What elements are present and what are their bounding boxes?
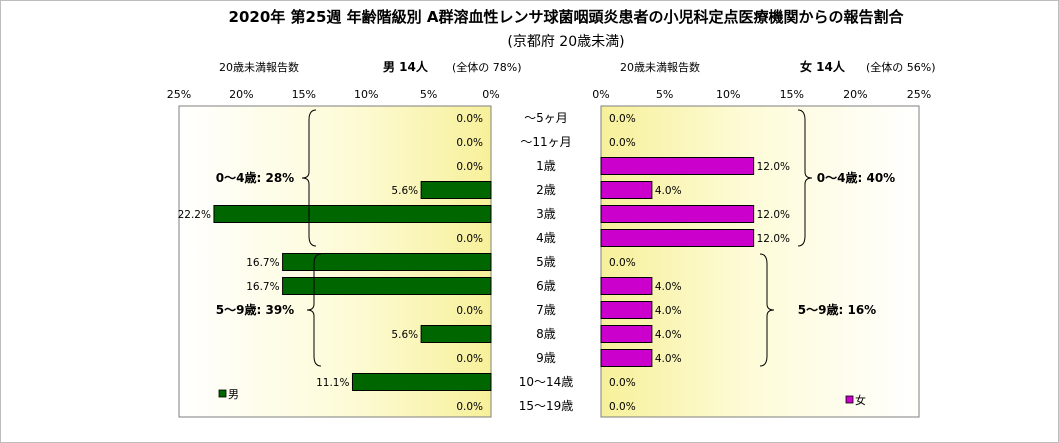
age-group-annotations: 0〜4歳: 28% 5〜9歳: 39% 0〜4歳: 40% 5〜9歳: 16% [216, 109, 895, 367]
female-header-paren: (全体の 56%) [866, 60, 936, 74]
female-bar [600, 277, 653, 295]
male-bars [213, 181, 492, 391]
female-header-main: 女 14人 [800, 59, 846, 74]
female-x-tick-label: 15% [780, 88, 804, 101]
male-data-label: 22.2% [178, 209, 211, 221]
male-bar [420, 325, 492, 343]
category-label: 〜5ヶ月 [524, 111, 568, 125]
female-group-label: 0〜4歳: 40% [817, 170, 895, 185]
male-data-label: 11.1% [316, 377, 349, 389]
female-x-axis: 0% 5% 10% 15% 20% 25% [592, 88, 931, 101]
category-label: 8歳 [536, 327, 556, 341]
female-bar [600, 301, 653, 319]
female-x-tick-label: 25% [907, 88, 931, 101]
category-label: 10〜14歳 [519, 375, 574, 389]
male-header-paren: (全体の 78%) [452, 60, 522, 74]
male-header-main: 男 14人 [383, 59, 429, 74]
male-x-tick-label: 15% [292, 88, 316, 101]
male-bar [420, 181, 492, 199]
chart-title: 2020年 第25週 年齢階級別 A群溶血性レンサ球菌咽頭炎患者の小児科定点医療… [229, 8, 905, 26]
female-bars [600, 157, 755, 367]
male-header-left: 20歳未満報告数 [219, 61, 299, 74]
male-data-label: 16.7% [246, 281, 279, 293]
male-data-label: 0.0% [456, 401, 483, 413]
male-group-label: 0〜4歳: 28% [216, 170, 294, 185]
female-data-label: 4.0% [655, 329, 682, 341]
category-label: 4歳 [536, 231, 556, 245]
male-x-tick-label: 10% [354, 88, 378, 101]
female-group-brace [797, 109, 813, 247]
male-group-brace [301, 109, 317, 247]
female-group-label: 5〜9歳: 16% [798, 302, 876, 317]
male-x-axis: 0% 5% 10% 15% 20% 25% [167, 88, 500, 101]
male-data-label: 5.6% [391, 185, 418, 197]
female-bar [600, 229, 755, 247]
male-bar [282, 277, 492, 295]
female-x-tick-label: 5% [656, 88, 673, 101]
female-data-label: 4.0% [655, 281, 682, 293]
male-legend-swatch [218, 389, 227, 398]
category-label: 15〜19歳 [519, 399, 574, 413]
category-axis: 〜5ヶ月〜11ヶ月 1歳 2歳 3歳 4歳 5歳 6歳 7歳 8歳 9歳 10〜14歳 15〜19歳 [519, 111, 574, 413]
female-data-label: 0.0% [609, 113, 636, 125]
category-label: 6歳 [536, 279, 556, 293]
female-data-label: 12.0% [757, 209, 790, 221]
female-bar [600, 157, 755, 175]
female-data-label: 4.0% [655, 185, 682, 197]
female-header-left: 20歳未満報告数 [620, 61, 700, 74]
male-bar [351, 373, 492, 391]
category-label: 2歳 [536, 183, 556, 197]
category-label: 3歳 [536, 207, 556, 221]
female-data-labels: 0.0% 0.0% 12.0% 4.0% 12.0% 12.0% 0.0% 4.0% 4.0% 4… [609, 113, 790, 413]
category-label: 〜11ヶ月 [520, 135, 571, 149]
male-group-brace [306, 253, 322, 367]
female-x-tick-label: 20% [843, 88, 867, 101]
male-data-label: 0.0% [456, 137, 483, 149]
female-legend-label: 女 [855, 393, 866, 407]
category-label: 9歳 [536, 351, 556, 365]
male-data-label: 16.7% [246, 257, 279, 269]
male-data-label: 5.6% [391, 329, 418, 341]
female-x-tick-label: 10% [716, 88, 740, 101]
female-data-label: 0.0% [609, 377, 636, 389]
male-x-tick-label: 20% [229, 88, 253, 101]
female-plot-area [600, 105, 920, 418]
male-data-label: 0.0% [456, 305, 483, 317]
category-label: 1歳 [536, 159, 556, 173]
female-data-label: 12.0% [757, 233, 790, 245]
male-data-label: 0.0% [456, 353, 483, 365]
male-bar [213, 205, 492, 223]
male-data-label: 0.0% [456, 113, 483, 125]
male-x-tick-label: 25% [167, 88, 191, 101]
female-data-label: 0.0% [609, 137, 636, 149]
male-x-tick-label: 0% [482, 88, 499, 101]
female-data-label: 0.0% [609, 257, 636, 269]
male-data-labels: 0.0% 0.0% 0.0% 5.6% 22.2% 0.0% 16.7% 16.7% 0.0% 5… [178, 113, 483, 413]
chart-subtitle: (京都府 20歳未満) [507, 34, 624, 50]
female-bar [600, 181, 653, 199]
female-legend-swatch [845, 395, 854, 404]
female-data-label: 4.0% [655, 305, 682, 317]
male-data-label: 0.0% [456, 233, 483, 245]
male-legend-label: 男 [228, 388, 239, 401]
female-bar [600, 349, 653, 367]
category-label: 7歳 [536, 303, 556, 317]
female-bar [600, 205, 755, 223]
male-group-label: 5〜9歳: 39% [216, 302, 294, 317]
female-x-tick-label: 0% [592, 88, 609, 101]
male-x-tick-label: 5% [420, 88, 437, 101]
male-bar [282, 253, 492, 271]
male-data-label: 0.0% [456, 161, 483, 173]
female-bar [600, 325, 653, 343]
female-data-label: 0.0% [609, 401, 636, 413]
female-data-label: 4.0% [655, 353, 682, 365]
female-group-brace [759, 253, 775, 367]
category-label: 5歳 [536, 255, 556, 269]
female-data-label: 12.0% [757, 161, 790, 173]
